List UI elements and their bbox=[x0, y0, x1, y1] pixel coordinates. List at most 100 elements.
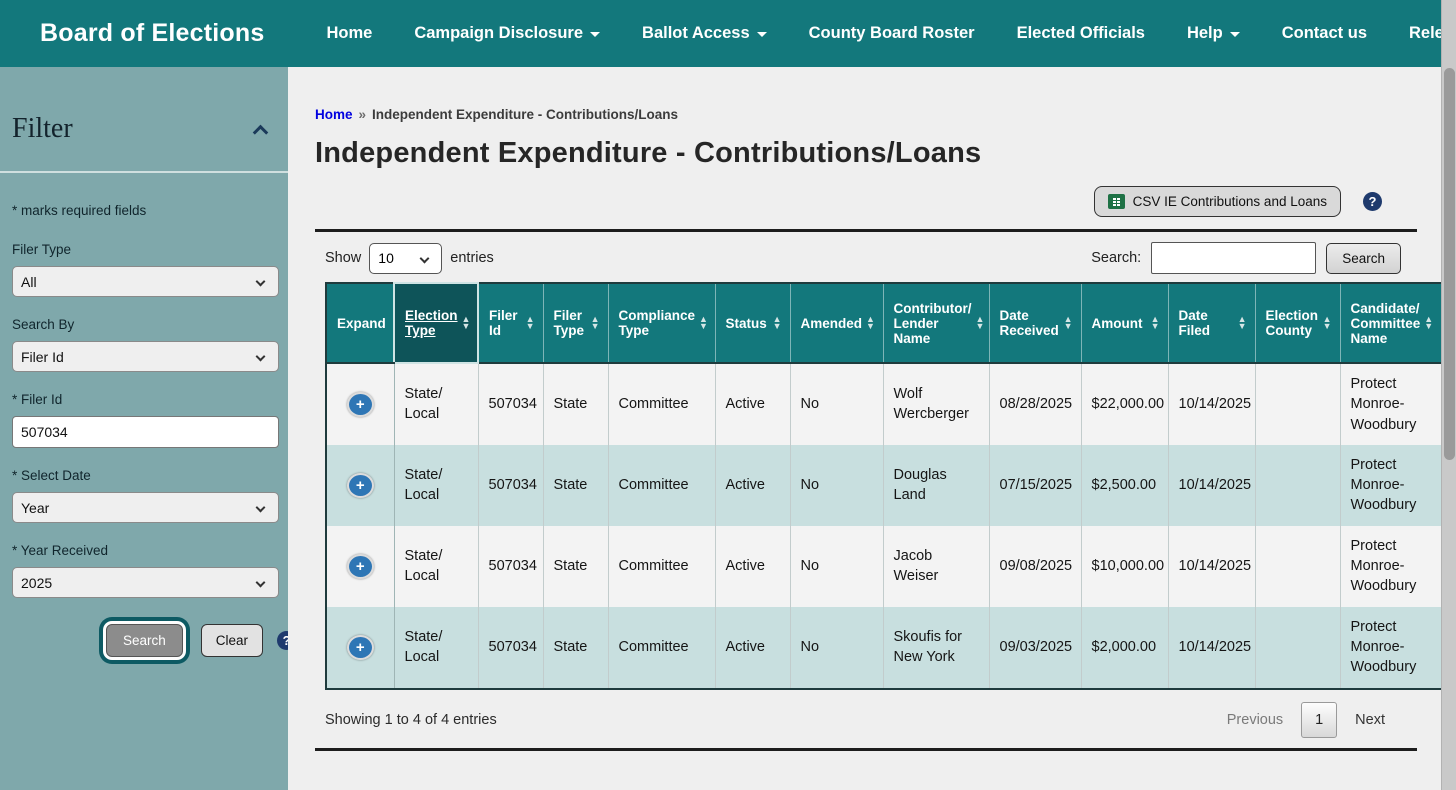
pagination: Previous 1 Next bbox=[1226, 701, 1385, 738]
col-contributor-label: Contributor/ Lender Name bbox=[893, 300, 972, 346]
col-election-county[interactable]: Election County ▲ ▼ bbox=[1255, 283, 1341, 364]
expand-row-button[interactable]: + bbox=[346, 553, 374, 579]
page-length-control: Show 10 entries bbox=[325, 242, 494, 274]
filer-id-input[interactable] bbox=[12, 416, 279, 448]
entries-label: entries bbox=[450, 250, 494, 266]
expand-row-button[interactable]: + bbox=[346, 391, 374, 417]
page-length-select[interactable]: 10 bbox=[369, 242, 443, 274]
col-date-received[interactable]: Date Received ▲ ▼ bbox=[989, 283, 1082, 364]
col-filer-id[interactable]: Filer Id ▲ ▼ bbox=[478, 283, 544, 364]
col-filer-type-label: Filer Type bbox=[553, 308, 585, 338]
col-filer-type[interactable]: Filer Type ▲ ▼ bbox=[543, 283, 609, 364]
breadcrumb-separator: » bbox=[358, 107, 367, 122]
filer-type-select[interactable]: All bbox=[12, 266, 279, 297]
date-received-cell: 09/08/2025 bbox=[989, 525, 1082, 607]
caret-down-icon bbox=[1229, 32, 1240, 37]
nav-help[interactable]: Help bbox=[1187, 24, 1240, 43]
nav-county-board-roster-label: County Board Roster bbox=[808, 24, 975, 42]
contributor-cell: Skoufis for New York bbox=[883, 606, 990, 689]
expand-row-button[interactable]: + bbox=[346, 634, 374, 660]
filer-type-select-wrap: All bbox=[12, 266, 279, 297]
page-scrollbar[interactable] bbox=[1441, 0, 1456, 790]
year-received-select[interactable]: 2025 bbox=[12, 567, 279, 598]
col-amended[interactable]: Amended ▲ ▼ bbox=[790, 283, 884, 364]
nav-contact-us[interactable]: Contact us bbox=[1282, 24, 1367, 43]
bottom-divider bbox=[315, 747, 1417, 751]
site-brand[interactable]: Board of Elections bbox=[40, 19, 265, 47]
table-search-label: Search: bbox=[1091, 250, 1142, 266]
candidate-cell: Protect Monroe-Woodbury bbox=[1340, 525, 1443, 607]
year-received-label: * Year Received bbox=[12, 543, 109, 558]
filer-type-cell: State bbox=[543, 525, 609, 607]
filer-id-cell: 507034 bbox=[478, 525, 544, 607]
filter-panel-body: * marks required fields Filer Type All S… bbox=[0, 173, 297, 657]
select-date-select[interactable]: Year bbox=[12, 492, 279, 523]
expand-cell: + bbox=[326, 363, 395, 445]
election-county-cell bbox=[1255, 525, 1341, 607]
election-type-cell: State/ Local bbox=[394, 525, 479, 607]
csv-export-button[interactable]: CSV IE Contributions and Loans bbox=[1093, 186, 1341, 217]
amount-cell: $2,500.00 bbox=[1081, 444, 1169, 526]
amended-cell: No bbox=[790, 363, 884, 445]
sort-icon: ▲ ▼ bbox=[1237, 314, 1247, 331]
filer-id-cell: 507034 bbox=[478, 363, 544, 445]
table-footer: Showing 1 to 4 of 4 entries Previous 1 N… bbox=[325, 701, 1431, 738]
table-search-input[interactable] bbox=[1151, 242, 1317, 274]
sort-icon: ▲ ▼ bbox=[461, 314, 471, 331]
pagination-previous[interactable]: Previous bbox=[1226, 711, 1284, 728]
nav-campaign-disclosure[interactable]: Campaign Disclosure bbox=[414, 24, 601, 43]
col-status[interactable]: Status ▲ ▼ bbox=[715, 283, 791, 364]
scrollbar-thumb[interactable] bbox=[1444, 68, 1455, 460]
top-navigation: Board of Elections Home Campaign Disclos… bbox=[0, 0, 1456, 67]
nav-home[interactable]: Home bbox=[326, 24, 372, 43]
chevron-up-icon[interactable] bbox=[252, 124, 269, 140]
sort-icon: ▲ ▼ bbox=[866, 314, 875, 331]
col-compliance-type[interactable]: Compliance Type ▲ ▼ bbox=[608, 283, 716, 364]
csv-export-label: CSV IE Contributions and Loans bbox=[1132, 194, 1327, 209]
nav-county-board-roster[interactable]: County Board Roster bbox=[809, 24, 975, 43]
candidate-cell: Protect Monroe-Woodbury bbox=[1340, 444, 1443, 526]
status-cell: Active bbox=[715, 363, 791, 445]
amended-cell: No bbox=[790, 525, 884, 607]
col-amount[interactable]: Amount ▲ ▼ bbox=[1081, 283, 1169, 364]
filter-clear-button[interactable]: Clear bbox=[200, 624, 264, 657]
page-help-icon[interactable]: ? bbox=[1363, 192, 1382, 211]
pagination-page-1[interactable]: 1 bbox=[1301, 701, 1338, 738]
sort-icon: ▲ ▼ bbox=[1322, 314, 1332, 331]
filer-id-label: * Filer Id bbox=[12, 392, 63, 407]
plus-icon: + bbox=[355, 395, 365, 413]
col-candidate[interactable]: Candidate/ Committee Name ▲ ▼ bbox=[1340, 283, 1443, 364]
table-row: + State/ Local 507034 State Committee Ac… bbox=[326, 363, 1443, 445]
nav-ballot-access[interactable]: Ballot Access bbox=[642, 24, 767, 43]
expand-row-button[interactable]: + bbox=[346, 472, 374, 498]
expand-cell: + bbox=[326, 444, 395, 526]
candidate-cell: Protect Monroe-Woodbury bbox=[1340, 606, 1443, 689]
filter-title: Filter bbox=[12, 113, 73, 144]
date-filed-cell: 10/14/2025 bbox=[1168, 363, 1256, 445]
nav-elected-officials[interactable]: Elected Officials bbox=[1017, 24, 1145, 43]
col-expand: Expand bbox=[326, 283, 395, 364]
page-length-select-wrap: 10 bbox=[369, 242, 443, 274]
col-date-filed-label: Date Filed bbox=[1178, 308, 1211, 338]
sort-icon: ▲ ▼ bbox=[772, 314, 782, 331]
contributor-cell: Douglas Land bbox=[883, 444, 990, 526]
table-search-button[interactable]: Search bbox=[1326, 242, 1401, 274]
date-received-cell: 09/03/2025 bbox=[989, 606, 1082, 689]
nav-links: Home Campaign Disclosure Ballot Access C… bbox=[326, 24, 1456, 43]
pagination-next[interactable]: Next bbox=[1355, 711, 1385, 728]
col-election-type-label: Election Type bbox=[405, 308, 458, 338]
nav-home-label: Home bbox=[326, 24, 373, 42]
search-by-select[interactable]: Filer Id bbox=[12, 341, 279, 372]
col-election-type[interactable]: Election Type ▲ ▼ bbox=[393, 282, 479, 364]
col-contributor[interactable]: Contributor/ Lender Name ▲ ▼ bbox=[883, 283, 990, 364]
candidate-cell: Protect Monroe-Woodbury bbox=[1340, 363, 1443, 445]
filter-search-button[interactable]: Search bbox=[106, 624, 183, 657]
table-row: + State/ Local 507034 State Committee Ac… bbox=[326, 606, 1443, 689]
top-divider bbox=[315, 229, 1417, 232]
col-date-filed[interactable]: Date Filed ▲ ▼ bbox=[1168, 283, 1256, 364]
show-label: Show bbox=[325, 250, 362, 266]
required-fields-note: * marks required fields bbox=[12, 203, 147, 218]
sort-icon: ▲ ▼ bbox=[975, 314, 985, 331]
breadcrumb-home-link[interactable]: Home bbox=[315, 107, 353, 122]
filter-panel-header[interactable]: Filter bbox=[0, 67, 288, 173]
